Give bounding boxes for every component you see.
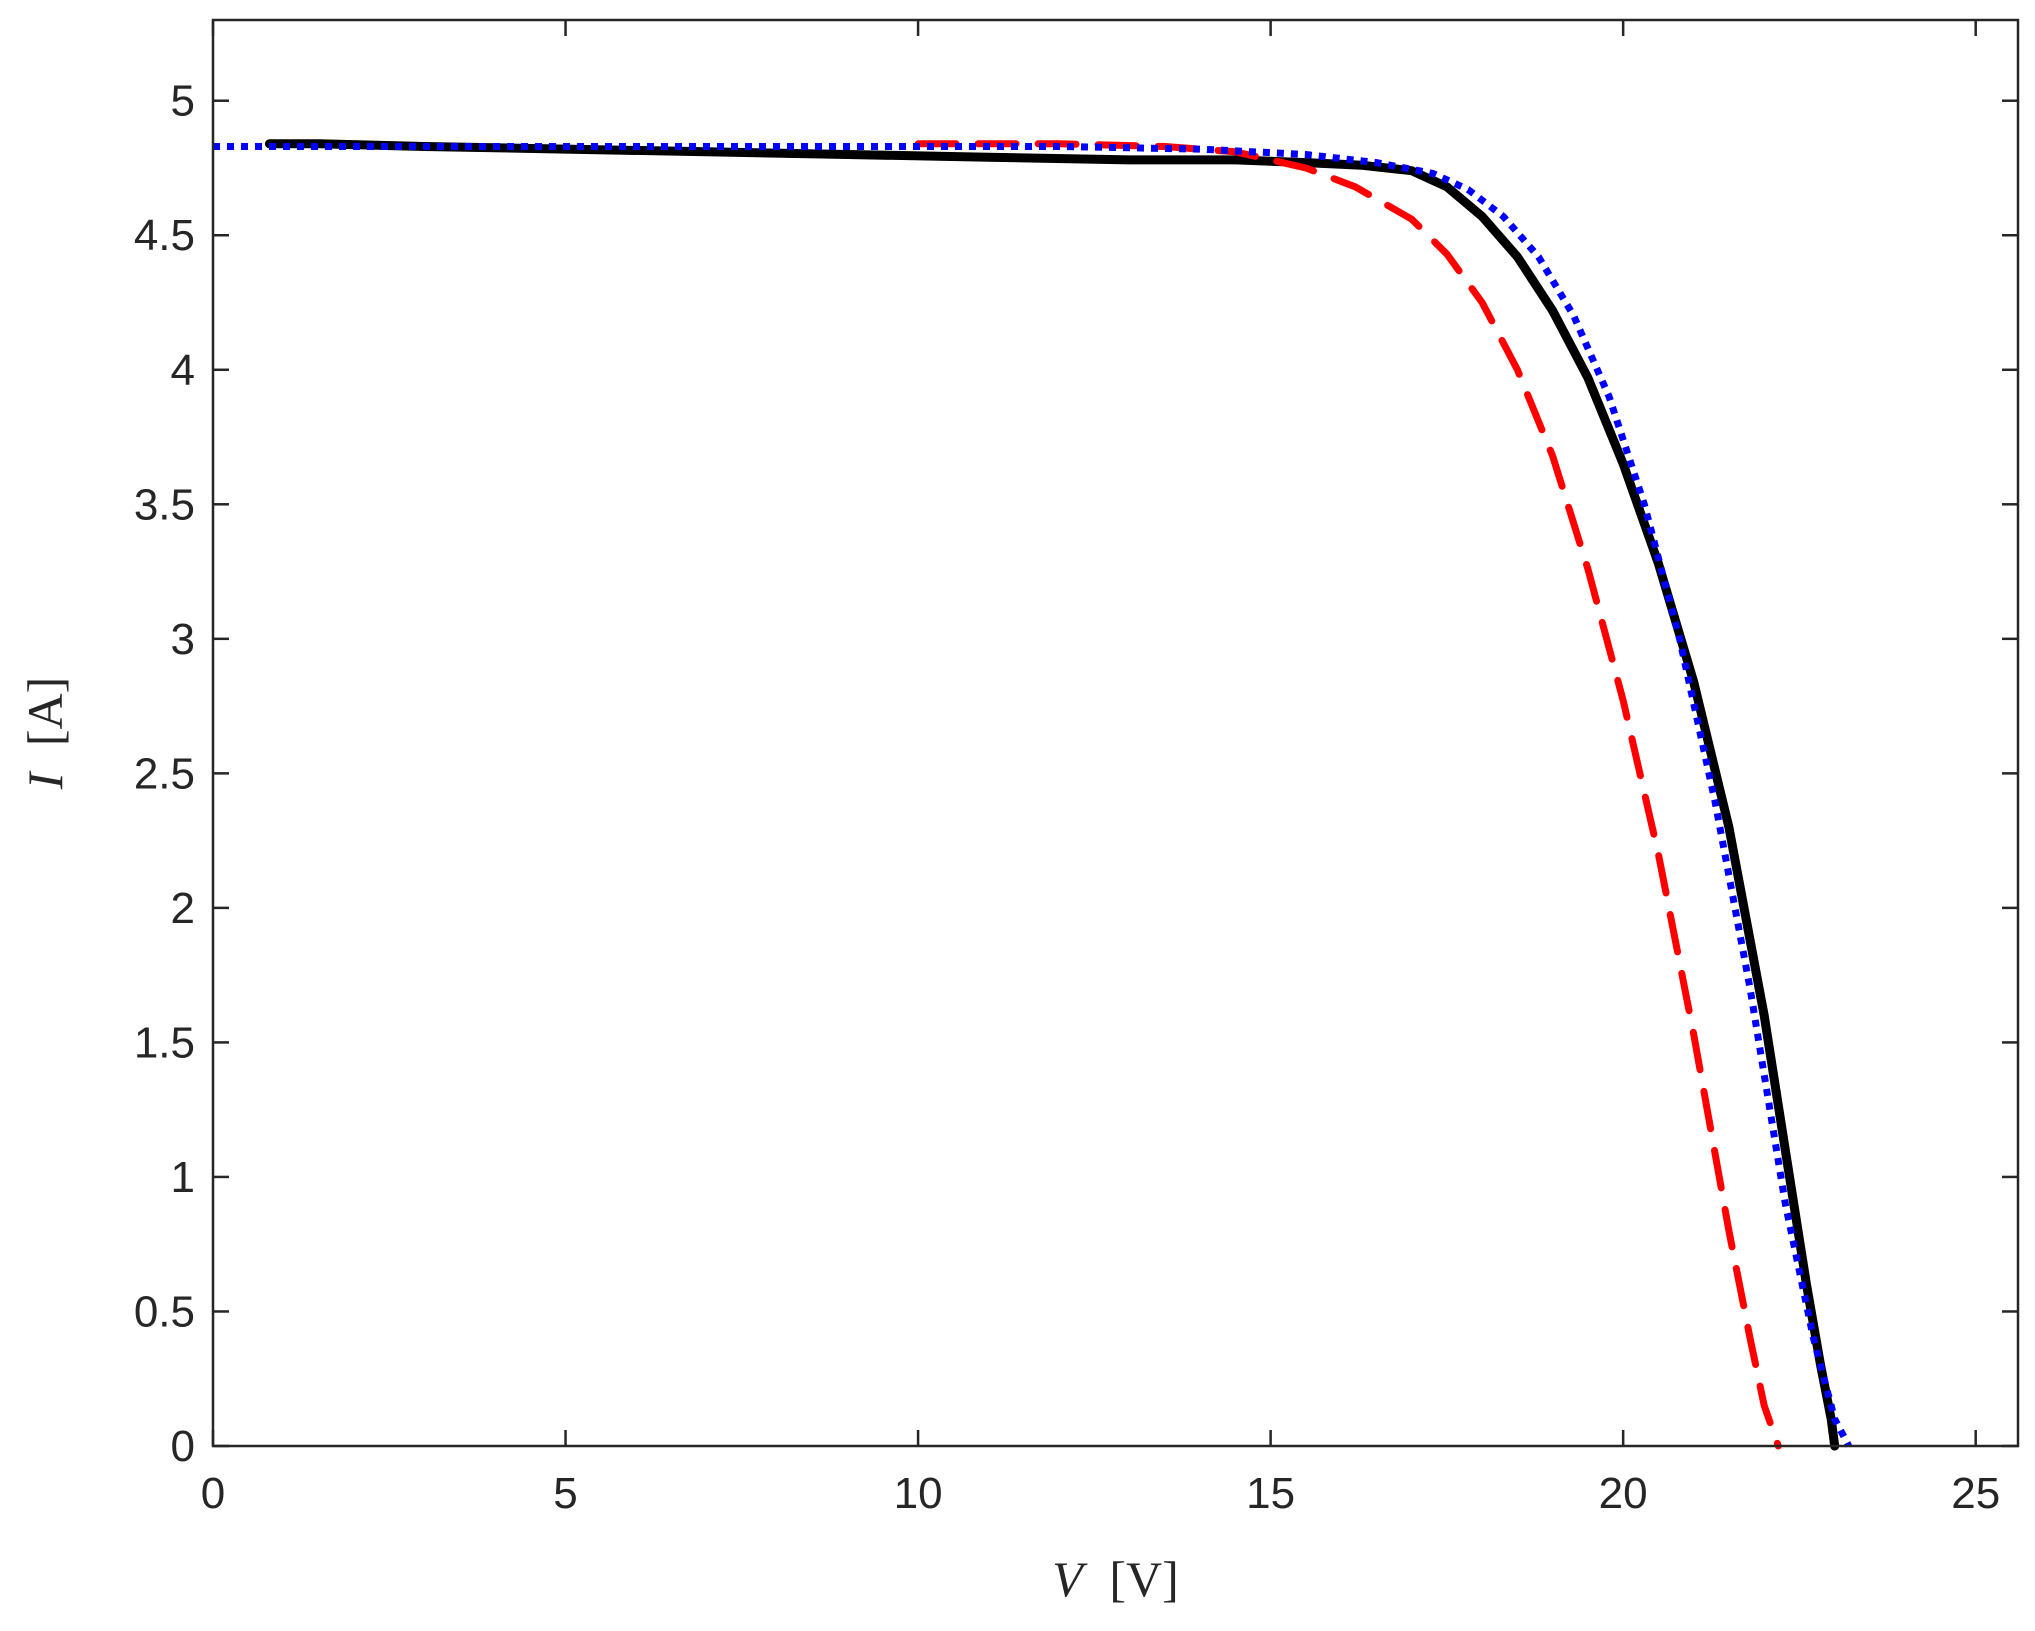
y-tick-label: 2.5 <box>134 749 195 798</box>
x-axis-label: V [V] <box>1052 1551 1178 1607</box>
y-axis-variable: I <box>17 770 73 790</box>
series-line-3 <box>213 143 1852 1448</box>
y-tick-label: 0.5 <box>134 1287 195 1336</box>
y-axis-label: I [A] <box>17 677 73 791</box>
y-tick-label: 0 <box>171 1422 195 1471</box>
y-tick-label: 5 <box>171 77 195 126</box>
y-tick-label: 4.5 <box>134 211 195 260</box>
x-tick-label: 15 <box>1246 1469 1295 1518</box>
y-tick-label: 1 <box>171 1153 195 1202</box>
x-tick-label: 10 <box>894 1469 943 1518</box>
y-tick-label: 1.5 <box>134 1018 195 1067</box>
x-axis-unit: [V] <box>1109 1551 1178 1607</box>
x-tick-labels: 0 5 10 15 20 25 <box>201 1469 2000 1518</box>
x-tick-label: 20 <box>1599 1469 1648 1518</box>
y-tick-label: 2 <box>171 884 195 933</box>
series-line-1 <box>264 139 1840 1451</box>
y-axis-unit: [A] <box>17 677 73 746</box>
axes-frame <box>211 18 2020 1448</box>
y-tick-labels: 0 0.5 1 1.5 2 2.5 3 3.5 4 4.5 5 <box>134 77 195 1471</box>
y-tick-label: 4 <box>171 346 195 395</box>
x-axis-variable: V <box>1052 1551 1088 1607</box>
x-tick-label: 5 <box>553 1469 577 1518</box>
y-tick-label: 3 <box>171 615 195 664</box>
x-tick-label: 0 <box>201 1469 225 1518</box>
y-tick-label: 3.5 <box>134 480 195 529</box>
series-layer <box>213 139 1852 1451</box>
x-tick-label: 25 <box>1951 1469 2000 1518</box>
